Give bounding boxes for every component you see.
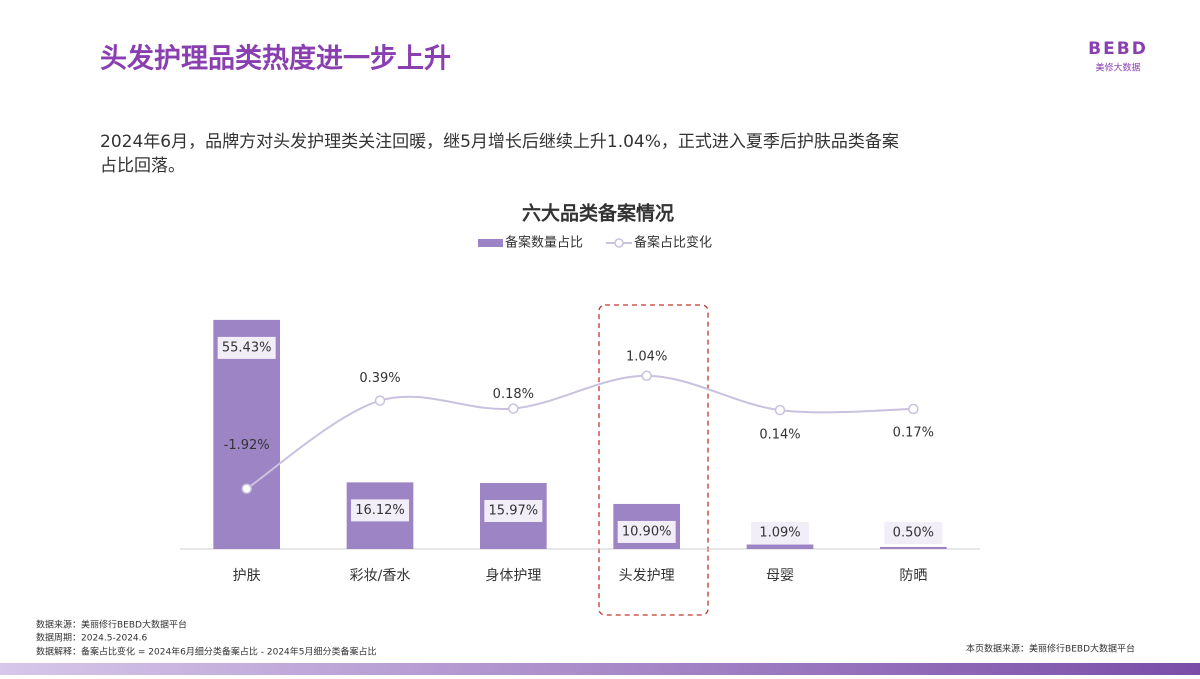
- value-label-bg: [484, 499, 543, 522]
- legend-label: 备案占比变化: [634, 235, 712, 251]
- line-value-label: 1.04%: [626, 349, 667, 364]
- footer-band: [0, 663, 1200, 675]
- subtitle: 2024年6月，品牌方对头发护理类关注回暖，继5月增长后继续上升1.04%，正式…: [100, 132, 899, 152]
- logo-sub: 美修大数据: [1095, 62, 1140, 74]
- bar: [746, 544, 814, 549]
- line-point: [908, 403, 919, 415]
- subtitle: 占比回落。: [100, 156, 185, 176]
- value-label-bg: [217, 336, 276, 359]
- page-title: 头发护理品类热度进一步上升: [100, 43, 451, 75]
- chart-title: 六大品类备案情况: [522, 202, 674, 225]
- bar-value-label: 0.50%: [893, 526, 934, 541]
- value-label-bg: [617, 520, 676, 543]
- x-tick-label: 身体护理: [485, 568, 541, 584]
- x-tick-label: 彩妆/香水: [350, 568, 411, 584]
- bar: [880, 546, 947, 549]
- line-value-label: 0.39%: [359, 371, 400, 386]
- line-point: [374, 395, 386, 406]
- legend-label: 备案数量占比: [505, 235, 583, 251]
- value-label-bg: [351, 499, 409, 522]
- line-point: [241, 483, 252, 494]
- x-tick-label: 头发护理: [619, 568, 675, 584]
- bar-value-label: 15.97%: [489, 503, 539, 518]
- line-point: [508, 403, 519, 414]
- logo: BEBD: [1088, 39, 1148, 59]
- note: 数据周期：2024.5-2024.6: [36, 632, 148, 644]
- value-label-bg: [751, 522, 809, 544]
- note: 数据解释：备案占比变化 = 2024年6月细分类备案占比 - 2024年5月细分…: [36, 646, 377, 658]
- bar-value-label: 1.09%: [759, 526, 800, 541]
- x-tick-label: 母婴: [766, 568, 794, 584]
- note: 数据来源：美丽修行BEBD大数据平台: [36, 619, 187, 631]
- line-point: [774, 404, 786, 416]
- bar-value-label: 55.43%: [222, 340, 272, 355]
- line: [246, 374, 914, 490]
- line-point: [641, 370, 652, 382]
- legend-swatch: [614, 238, 624, 248]
- line-value-label: 0.17%: [893, 425, 934, 440]
- x-tick-label: 护肤: [233, 568, 261, 584]
- line-value-label: -1.92%: [224, 438, 270, 453]
- x-tick-label: 防晒: [899, 568, 927, 584]
- legend-swatch: [478, 239, 503, 247]
- source: 本页数据来源：美丽修行BEBD大数据平台: [966, 643, 1135, 655]
- bar-value-label: 16.12%: [355, 503, 405, 518]
- line-value-label: 0.18%: [493, 387, 534, 402]
- value-label-bg: [884, 522, 943, 544]
- bar-value-label: 10.90%: [622, 524, 672, 539]
- highlight-box: [598, 304, 709, 616]
- line-value-label: 0.14%: [759, 428, 800, 443]
